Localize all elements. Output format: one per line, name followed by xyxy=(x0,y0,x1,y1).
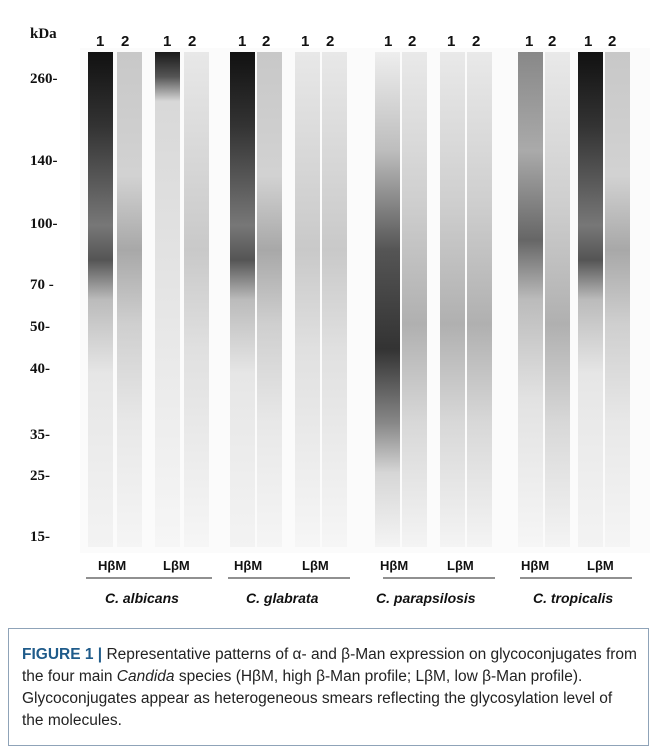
tropicalis-lbm-lane-2 xyxy=(605,52,630,547)
group-label-lbm: LβM xyxy=(302,558,329,573)
glabrata-hbm-lane-2 xyxy=(257,52,282,547)
group-label-hbm: HβM xyxy=(521,558,549,573)
lane-number: 2 xyxy=(121,33,129,50)
mw-marker: 40- xyxy=(30,361,50,377)
lane-number: 2 xyxy=(262,33,270,50)
lane-number: 1 xyxy=(384,33,392,50)
caption-text-part2: species (HβM, high β-Man profile; LβM, l… xyxy=(22,668,613,729)
mw-marker: 70 - xyxy=(30,277,54,293)
species-label: C. glabrata xyxy=(246,590,319,606)
albicans-lbm-lane-1 xyxy=(155,52,180,547)
lane-number: 1 xyxy=(238,33,246,50)
parapsilosis-hbm-lane-1 xyxy=(375,52,400,547)
tropicalis-lbm-lane-1 xyxy=(578,52,603,547)
glabrata-hbm-lane-1 xyxy=(230,52,255,547)
glabrata-lbm-lane-2 xyxy=(322,52,347,547)
parapsilosis-lbm-lane-1 xyxy=(440,52,465,547)
species-label: C. tropicalis xyxy=(533,590,613,606)
group-label-lbm: LβM xyxy=(587,558,614,573)
western-blot-figure: kDa 1 2 1 2 1 2 1 2 1 2 1 2 1 2 1 2 260-… xyxy=(30,26,632,606)
group-label-hbm: HβM xyxy=(234,558,262,573)
glabrata-lbm-lane-1 xyxy=(295,52,320,547)
group-label-hbm: HβM xyxy=(98,558,126,573)
mw-marker: 15- xyxy=(30,529,50,545)
group-label-lbm: LβM xyxy=(163,558,190,573)
albicans-lbm-lane-2 xyxy=(184,52,209,547)
lane-number: 2 xyxy=(188,33,196,50)
lane-number: 2 xyxy=(472,33,480,50)
albicans-hbm-lane-2 xyxy=(117,52,142,547)
lane-number: 1 xyxy=(301,33,309,50)
mw-marker: 260- xyxy=(30,71,58,87)
lane-number: 2 xyxy=(548,33,556,50)
species-label: C. parapsilosis xyxy=(376,590,476,606)
lane-number: 1 xyxy=(447,33,455,50)
caption-text-part1: Representative patterns of α- and β-Man … xyxy=(22,646,637,685)
mw-marker: 25- xyxy=(30,468,50,484)
mw-marker: 35- xyxy=(30,427,50,443)
lane-number: 1 xyxy=(525,33,533,50)
lane-number: 1 xyxy=(96,33,104,50)
mw-marker: 50- xyxy=(30,319,50,335)
caption-label: FIGURE 1 | xyxy=(22,646,103,663)
caption-box xyxy=(8,628,649,746)
lane-number: 2 xyxy=(326,33,334,50)
parapsilosis-hbm-lane-2 xyxy=(402,52,427,547)
mw-marker: 100- xyxy=(30,216,58,232)
kda-label: kDa xyxy=(30,26,57,42)
mw-marker: 140- xyxy=(30,153,58,169)
parapsilosis-lbm-lane-2 xyxy=(467,52,492,547)
group-label-hbm: HβM xyxy=(380,558,408,573)
lane-number: 1 xyxy=(584,33,592,50)
lane-number: 2 xyxy=(608,33,616,50)
lane-number: 1 xyxy=(163,33,171,50)
tropicalis-hbm-lane-1 xyxy=(518,52,543,547)
caption-genus: Candida xyxy=(116,668,175,685)
species-label: C. albicans xyxy=(105,590,179,606)
albicans-hbm-lane-1 xyxy=(88,52,113,547)
lane-number: 2 xyxy=(408,33,416,50)
tropicalis-hbm-lane-2 xyxy=(545,52,570,547)
group-label-lbm: LβM xyxy=(447,558,474,573)
figure-caption: FIGURE 1 | Representative patterns of α-… xyxy=(22,644,637,732)
